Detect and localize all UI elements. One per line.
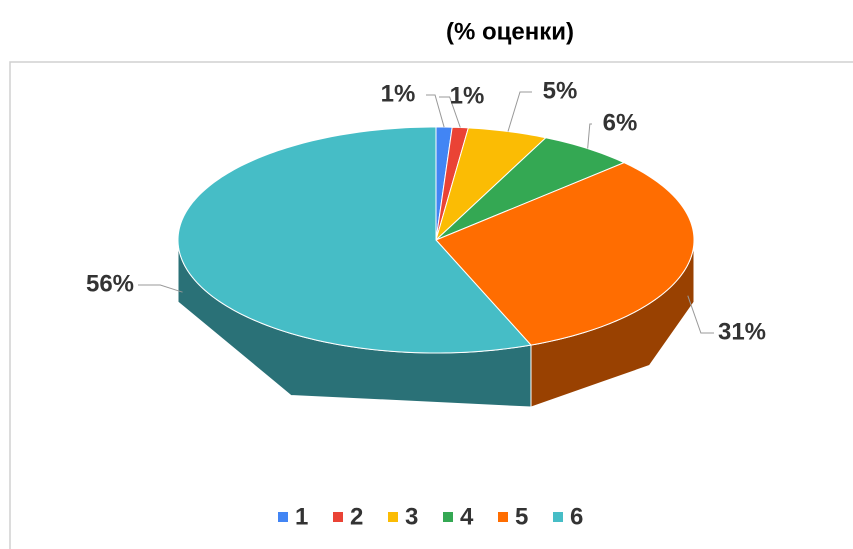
legend-label: 2 [350, 503, 363, 530]
data-label: 1% [381, 80, 416, 107]
data-label: 6% [603, 109, 638, 136]
pie-slice [435, 162, 695, 346]
data-label: 31% [718, 318, 766, 345]
legend-swatch [553, 512, 563, 522]
legend-label: 4 [460, 503, 474, 530]
legend-label: 5 [515, 503, 528, 530]
legend-swatch [278, 512, 288, 522]
leader-line [426, 94, 445, 128]
legend-label: 3 [405, 503, 418, 530]
pie-slice [177, 126, 533, 354]
legend-swatch [498, 512, 508, 522]
pie-slice [435, 127, 547, 242]
legend-label: 6 [570, 503, 583, 530]
leader-line [507, 91, 532, 132]
data-label: 5% [543, 77, 578, 104]
chart-title: (% оценки) [446, 18, 574, 45]
data-label: 56% [86, 270, 134, 297]
leader-line [587, 123, 592, 149]
pie-slice [435, 137, 626, 241]
leader-line [138, 284, 183, 293]
leader-line [687, 295, 714, 334]
legend-swatch [333, 512, 343, 522]
legend-swatch [443, 512, 453, 522]
legend-label: 1 [295, 503, 308, 530]
data-label: 1% [450, 82, 485, 109]
legend-swatch [388, 512, 398, 522]
leader-line [439, 96, 461, 128]
